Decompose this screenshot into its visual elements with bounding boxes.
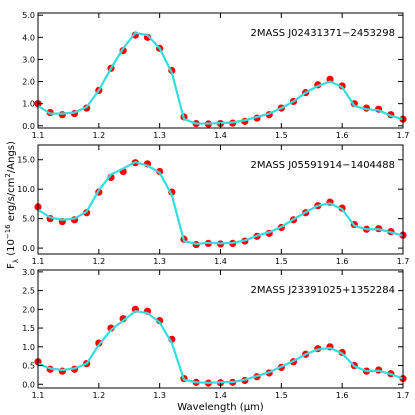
x-tick-label: 1.5 xyxy=(275,131,288,140)
x-tick-label: 1.1 xyxy=(32,391,45,400)
annotation: 2MASS J05591914−1404488 xyxy=(251,160,395,171)
x-tick-label: 1.7 xyxy=(397,131,410,140)
y-axis-label-part: /Angs) xyxy=(6,141,17,173)
y-tick-label: 1.0 xyxy=(22,343,35,352)
x-axis-label: Wavelength (μm) xyxy=(177,402,264,413)
y-axis-label-part: F xyxy=(6,263,17,269)
y-tick-label: 2.0 xyxy=(22,305,35,314)
y-axis-label-part: 2 xyxy=(4,173,12,177)
y-tick-label: 1.5 xyxy=(22,324,35,333)
x-tick-label: 1.4 xyxy=(214,257,227,266)
y-tick-label: 2.5 xyxy=(22,287,35,296)
y-tick-label: 0.0 xyxy=(22,244,35,253)
y-tick-label: 5.0 xyxy=(22,215,35,224)
x-tick-label: 1.3 xyxy=(153,131,166,140)
x-tick-label: 1.5 xyxy=(275,391,288,400)
x-tick-label: 1.2 xyxy=(92,257,105,266)
y-axis-label-part: erg/s/cm xyxy=(6,178,17,225)
y-tick-label: 15.0 xyxy=(17,156,35,165)
x-tick-label: 1.6 xyxy=(336,391,349,400)
y-tick-label: 2.0 xyxy=(22,78,35,87)
y-tick-label: 0.0 xyxy=(22,122,35,131)
x-tick-label: 1.4 xyxy=(214,131,227,140)
x-tick-label: 1.4 xyxy=(214,391,227,400)
y-tick-label: 0.5 xyxy=(22,362,35,371)
y-tick-label: 3.0 xyxy=(22,55,35,64)
y-tick-label: 1.0 xyxy=(22,100,35,109)
annotation: 2MASS J23391025+1352284 xyxy=(251,285,395,296)
x-tick-label: 1.1 xyxy=(32,131,45,140)
y-axis-label-part: λ xyxy=(12,259,20,263)
x-tick-label: 1.1 xyxy=(32,257,45,266)
x-tick-label: 1.2 xyxy=(92,131,105,140)
y-tick-label: 3.0 xyxy=(22,268,35,277)
model-line xyxy=(37,31,404,125)
annotation: 2MASS J02431371−2453298 xyxy=(251,28,395,39)
x-tick-label: 1.6 xyxy=(336,131,349,140)
x-tick-label: 1.3 xyxy=(153,257,166,266)
x-tick-label: 1.3 xyxy=(153,391,166,400)
y-tick-label: 10.0 xyxy=(17,185,35,194)
x-tick-label: 1.5 xyxy=(275,257,288,266)
model-line xyxy=(37,310,404,384)
x-tick-label: 1.7 xyxy=(397,257,410,266)
y-axis-label-part: −16 xyxy=(4,224,12,239)
data-dot xyxy=(58,111,66,119)
model-line xyxy=(37,160,404,246)
y-tick-label: 0.0 xyxy=(22,380,35,389)
x-tick-label: 1.2 xyxy=(92,391,105,400)
y-tick-label: 4.0 xyxy=(22,33,35,42)
y-tick-label: 5.0 xyxy=(22,11,35,20)
y-axis-label-part: (10 xyxy=(6,239,17,259)
x-tick-label: 1.6 xyxy=(336,257,349,266)
y-axis-label: Fλ (10−16 erg/s/cm2/Angs) xyxy=(4,141,20,269)
x-tick-label: 1.7 xyxy=(397,391,410,400)
